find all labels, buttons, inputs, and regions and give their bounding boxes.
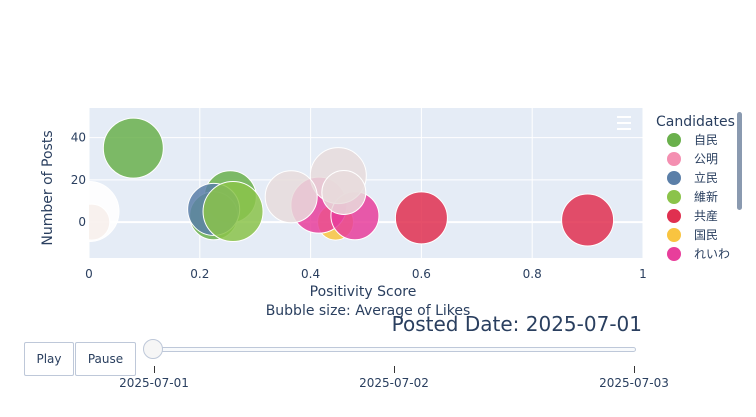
slider-step-label[interactable]: 2025-07-03: [599, 376, 669, 390]
x-tick-label: 0.6: [412, 267, 431, 281]
legend-entry-label[interactable]: 維新: [694, 189, 718, 204]
legend-entry-label[interactable]: 立民: [694, 170, 718, 185]
y-tick-label: 20: [71, 173, 86, 187]
y-tick-label: 0: [78, 215, 86, 229]
bubble-維新-0[interactable]: [202, 181, 264, 243]
bubble-自民-0[interactable]: [102, 117, 164, 179]
legend-entry-label[interactable]: れいわ: [694, 247, 730, 261]
legend-entry-label[interactable]: 公明: [694, 152, 718, 166]
legend-scrollbar[interactable]: [737, 112, 742, 210]
x-tick-labels: 0 0.2 0.4 0.6 0.8 1: [85, 267, 647, 281]
y-tick-labels: 0 20 40: [71, 131, 86, 230]
legend-marker[interactable]: [667, 247, 681, 261]
legend-entry-label[interactable]: 自民: [694, 133, 718, 147]
legend-marker[interactable]: [667, 133, 681, 147]
legend-marker[interactable]: [667, 190, 681, 204]
x-tick-label: 0: [85, 267, 93, 281]
x-tick-label: 0.8: [523, 267, 542, 281]
pause-button[interactable]: Pause: [75, 342, 136, 376]
bubble-size-annotation: Bubble size: Average of Likes: [266, 303, 471, 319]
modebar-icon[interactable]: [617, 116, 631, 130]
frame-slider-rail[interactable]: [152, 347, 636, 352]
slider-tick: [394, 366, 395, 373]
legend-entry-label[interactable]: 国民: [694, 228, 718, 242]
legend-marker[interactable]: [667, 152, 681, 166]
legend-entry-label[interactable]: 共産: [694, 208, 718, 223]
frame-label: Posted Date: 2025-07-01: [392, 312, 642, 336]
y-tick-label: 40: [71, 131, 86, 145]
bubble-共産-1[interactable]: [561, 193, 615, 247]
legend-title: Candidates: [656, 114, 735, 130]
x-tick-label: 0.4: [301, 267, 320, 281]
play-button[interactable]: Play: [24, 342, 74, 376]
legend-marker[interactable]: [667, 209, 681, 223]
bubble-共産-0[interactable]: [394, 191, 448, 245]
legend-marker[interactable]: [667, 171, 681, 185]
x-tick-label: 0.2: [190, 267, 209, 281]
bubble-series-9-0[interactable]: [59, 181, 120, 243]
y-axis-title: Number of Posts: [40, 130, 56, 245]
slider-tick: [634, 366, 635, 373]
bubble-layer: [59, 117, 615, 247]
slider-step-label[interactable]: 2025-07-01: [119, 376, 189, 390]
bubble-series-7-2[interactable]: [321, 170, 367, 216]
frame-slider-handle[interactable]: [143, 339, 163, 359]
slider-tick: [154, 366, 155, 373]
slider-step-label[interactable]: 2025-07-02: [359, 376, 429, 390]
legend-marker[interactable]: [667, 228, 681, 242]
x-axis-title: Positivity Score: [310, 284, 417, 300]
bubble-series-7-1[interactable]: [264, 170, 318, 224]
x-tick-label: 1: [639, 267, 647, 281]
